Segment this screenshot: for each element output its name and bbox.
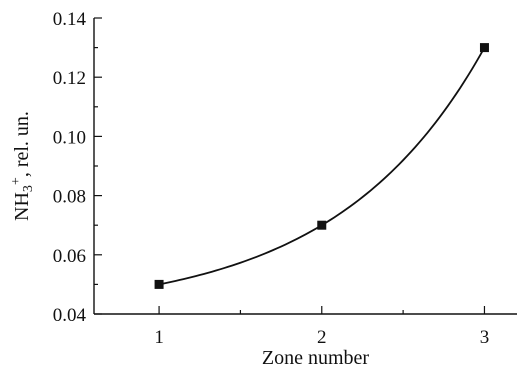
data-point-marker — [479, 43, 489, 53]
data-point-marker — [317, 220, 327, 230]
y-axis-title-subscript: 3 — [21, 185, 36, 192]
y-tick-label: 0.14 — [53, 9, 87, 30]
x-tick-label: 1 — [154, 327, 164, 348]
tick-group: 0.04 0.06 0.08 0.10 0.12 0.14 1 2 3 — [53, 9, 489, 348]
y-axis-title-base: NH — [11, 192, 33, 221]
x-tick-label: 3 — [480, 327, 490, 348]
data-markers — [154, 43, 489, 289]
y-axis-title: NH3+, rel. un. — [9, 111, 36, 221]
axes — [93, 18, 517, 315]
x-tick-label: 2 — [317, 327, 327, 348]
y-tick-label: 0.10 — [53, 127, 86, 148]
x-axis-title: Zone number — [262, 347, 370, 369]
series-line — [158, 47, 486, 286]
data-point-marker — [154, 279, 164, 289]
y-axis-title-superscript: + — [9, 177, 24, 185]
y-tick-label: 0.12 — [53, 68, 86, 89]
y-axis-title-rest: , rel. un. — [11, 111, 33, 177]
y-tick-label: 0.04 — [53, 305, 87, 326]
y-tick-label: 0.08 — [53, 187, 86, 208]
y-tick-label: 0.06 — [53, 246, 86, 267]
